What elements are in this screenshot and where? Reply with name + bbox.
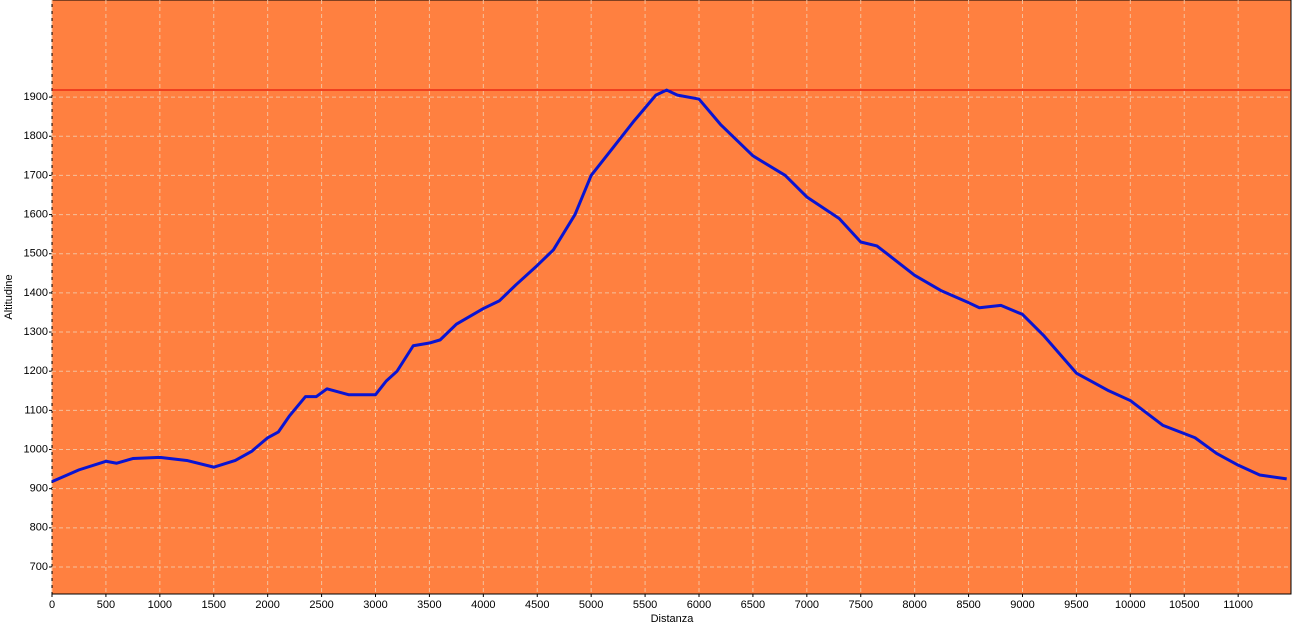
y-tick-label: 1200 [24, 365, 48, 377]
x-tick-label: 4500 [525, 599, 549, 611]
x-tick-label: 9500 [1064, 599, 1088, 611]
y-tick-label: 1100 [24, 404, 48, 416]
x-tick-label: 6500 [741, 599, 765, 611]
x-tick-label: 2000 [255, 599, 279, 611]
x-tick-label: 8500 [956, 599, 980, 611]
y-tick-label: 1300 [24, 326, 48, 338]
y-tick-label: 1800 [24, 130, 48, 142]
x-tick-label: 3000 [363, 599, 387, 611]
x-tick-label: 2500 [309, 599, 333, 611]
x-tick-label: 10500 [1169, 599, 1200, 611]
x-tick-label: 0 [49, 599, 55, 611]
x-tick-label: 9000 [1010, 599, 1034, 611]
y-tick-label: 900 [30, 483, 48, 495]
y-axis-label: Altitudine [3, 274, 15, 319]
x-tick-label: 6000 [687, 599, 711, 611]
plot-area [51, 0, 1292, 595]
x-tick-label: 4000 [471, 599, 495, 611]
y-tick-label: 1000 [24, 443, 48, 455]
x-tick-label: 5000 [579, 599, 603, 611]
x-tick-label: 5500 [633, 599, 657, 611]
y-tick-label: 1500 [24, 248, 48, 260]
y-tick-label: 1400 [24, 287, 48, 299]
y-tick-label: 1900 [24, 91, 48, 103]
x-tick-label: 3500 [417, 599, 441, 611]
y-tick-label: 800 [30, 522, 48, 534]
x-tick-label: 10000 [1115, 599, 1146, 611]
x-tick-label: 500 [97, 599, 115, 611]
elevation-line [51, 88, 1287, 483]
x-tick-label: 8000 [902, 599, 926, 611]
x-tick-label: 1500 [202, 599, 226, 611]
x-tick-label: 7500 [849, 599, 873, 611]
x-tick-label: 11000 [1223, 599, 1253, 611]
y-tick-label: 1600 [24, 208, 48, 220]
x-axis-label: Distanza [651, 613, 695, 625]
y-tick-label: 700 [30, 561, 48, 573]
x-tick-label: 1000 [148, 599, 172, 611]
x-tick-label: 7000 [795, 599, 819, 611]
y-tick-label: 1700 [24, 169, 48, 181]
